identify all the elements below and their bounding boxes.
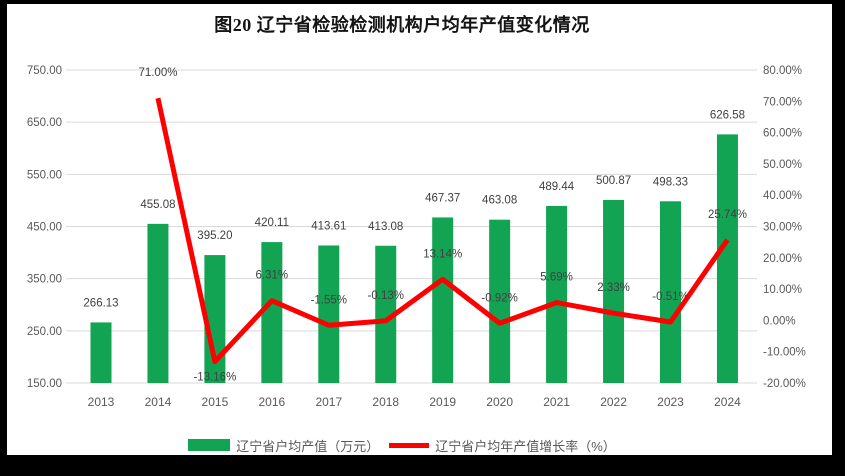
bar-series-swatch — [188, 439, 231, 451]
line-value-label: -1.55% — [311, 294, 347, 306]
bar — [716, 134, 738, 383]
line-value-label: -0.13% — [368, 290, 404, 302]
chart-title: 图20 辽宁省检验检测机构户均年产值变化情况 — [214, 15, 590, 35]
right-axis-tick-label: 0.00% — [763, 315, 796, 327]
line-value-label: 5.69% — [540, 272, 573, 284]
bar — [546, 205, 568, 383]
bar — [147, 223, 169, 383]
left-axis-tick-label: 550.00 — [27, 169, 62, 181]
left-axis-tick-label: 750.00 — [27, 65, 62, 77]
x-axis-category-label: 2016 — [258, 395, 285, 409]
bar-value-label: 626.58 — [710, 109, 745, 121]
bar — [318, 245, 340, 383]
x-axis-category-label: 2013 — [88, 395, 115, 409]
bar — [660, 201, 681, 383]
left-axis-tick-label: 250.00 — [27, 326, 62, 338]
bar-value-label: 500.87 — [596, 175, 631, 187]
bar — [603, 199, 625, 383]
x-axis-category-label: 2018 — [372, 395, 399, 409]
bar-value-label: 413.61 — [311, 220, 346, 232]
right-axis-tick-label: 70.00% — [763, 96, 802, 108]
line-value-label: 2.33% — [597, 282, 630, 294]
line-series-swatch — [389, 442, 430, 448]
bar-value-label: 455.08 — [140, 199, 175, 211]
right-axis-tick-label: 10.00% — [763, 284, 802, 296]
bar-value-label: 489.44 — [539, 181, 575, 193]
right-axis-tick-label: -10.00% — [763, 347, 806, 359]
x-axis-category-label: 2023 — [657, 395, 684, 409]
growth-line — [155, 97, 730, 365]
bar-value-label: 420.11 — [255, 217, 289, 229]
x-axis-category-label: 2014 — [145, 395, 172, 409]
chart-legend: 辽宁省户均产值（万元） 辽宁省户均年产值增长率（%） — [7, 435, 797, 455]
bar-value-label: 413.08 — [368, 221, 403, 233]
legend-item-line-series: 辽宁省户均年产值增长率（%） — [389, 436, 616, 455]
line-value-label: 71.00% — [138, 67, 177, 79]
left-axis-tick-label: 650.00 — [27, 117, 62, 129]
right-axis-tick-label: 30.00% — [763, 222, 802, 234]
right-axis-tick-label: 50.00% — [763, 159, 802, 171]
line-value-label: 6.31% — [256, 270, 289, 282]
right-axis-tick-label: 60.00% — [763, 128, 802, 140]
left-axis-tick-label: 150.00 — [27, 378, 62, 390]
legend-item-bar-series: 辽宁省户均产值（万元） — [188, 436, 379, 455]
bar — [375, 245, 397, 383]
bar-value-label: 467.37 — [425, 192, 460, 204]
bar — [489, 219, 511, 383]
right-axis-tick-label: 80.00% — [763, 65, 802, 77]
x-axis-category-label: 2022 — [600, 395, 627, 409]
x-axis-category-label: 2019 — [429, 395, 456, 409]
bar-value-label: 463.08 — [482, 195, 517, 207]
bar-value-label: 266.13 — [83, 297, 118, 309]
left-axis-tick-label: 450.00 — [27, 222, 62, 234]
bar — [204, 255, 226, 383]
line-value-label: 25.74% — [708, 209, 747, 221]
legend-label-bar-series: 辽宁省户均产值（万元） — [236, 438, 380, 454]
right-axis-tick-label: 40.00% — [763, 190, 802, 202]
x-axis-category-label: 2024 — [714, 395, 741, 409]
chart-panel — [7, 4, 832, 455]
bar — [432, 217, 454, 383]
x-axis-category-label: 2020 — [486, 395, 513, 409]
bar — [261, 242, 283, 383]
bar-value-label: 395.20 — [197, 230, 232, 242]
legend-label-line-series: 辽宁省户均年产值增长率（%） — [435, 438, 616, 454]
right-axis-tick-label: 20.00% — [763, 253, 802, 265]
bar — [90, 322, 112, 383]
x-axis-category-label: 2021 — [543, 395, 570, 409]
right-axis-tick-label: -20.00% — [763, 378, 806, 390]
x-axis-category-label: 2017 — [315, 395, 342, 409]
line-value-label: 13.14% — [423, 248, 462, 260]
left-axis-tick-label: 350.00 — [27, 274, 62, 286]
line-value-label: -13.16% — [193, 372, 236, 384]
line-value-label: -0.92% — [481, 292, 517, 304]
bar-value-label: 498.33 — [653, 176, 688, 188]
line-value-label: -0.51% — [652, 291, 688, 303]
x-axis-category-label: 2015 — [202, 395, 229, 409]
